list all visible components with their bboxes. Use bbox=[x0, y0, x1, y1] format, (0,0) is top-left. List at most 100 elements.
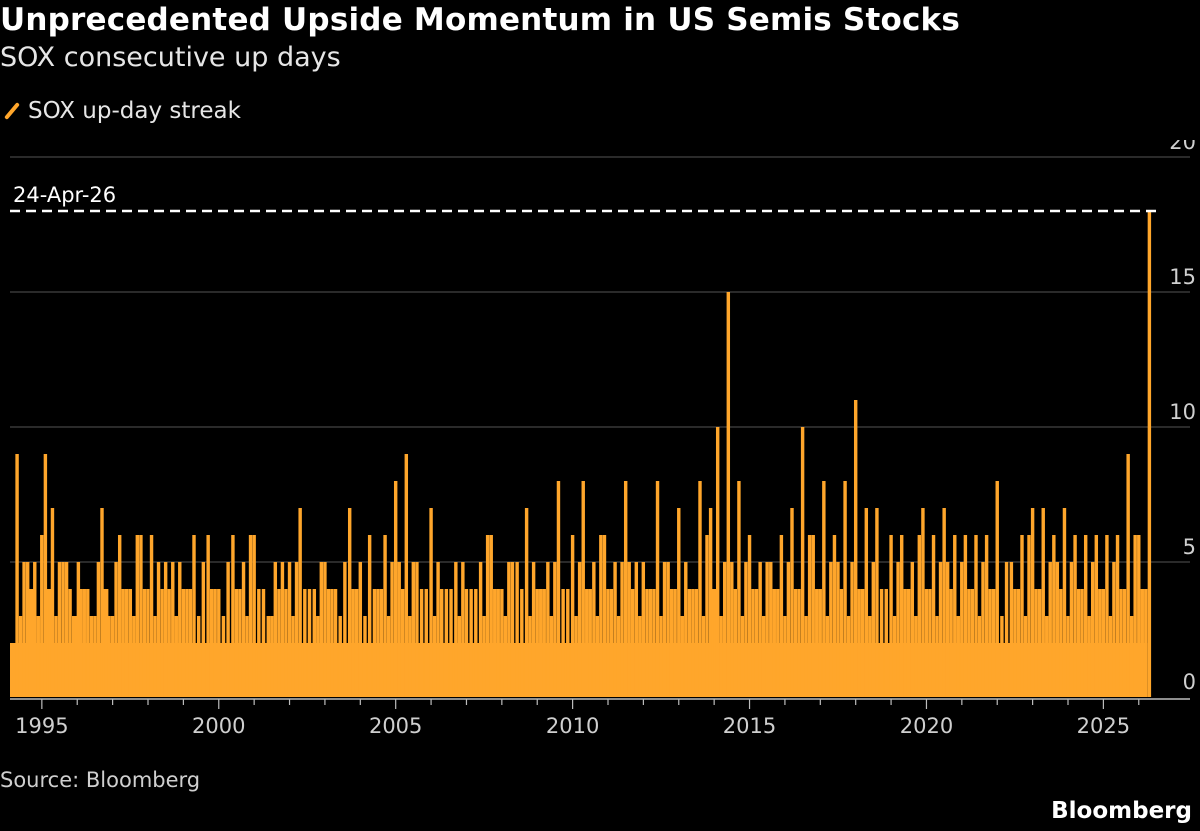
data-bar bbox=[790, 508, 794, 697]
fill-bar bbox=[744, 562, 748, 697]
data-bar bbox=[1041, 508, 1045, 697]
fill-bar bbox=[711, 589, 715, 697]
fill-bar bbox=[461, 562, 465, 697]
data-bar bbox=[43, 454, 48, 697]
data-bar bbox=[372, 589, 377, 697]
fill-bar bbox=[713, 589, 717, 697]
fill-bar bbox=[722, 562, 727, 697]
data-bar bbox=[33, 562, 37, 697]
fill-bar bbox=[669, 589, 674, 697]
data-bar bbox=[1052, 535, 1056, 697]
fill-bar bbox=[938, 562, 943, 697]
fill-bar bbox=[178, 562, 182, 697]
fill-bar bbox=[411, 562, 416, 697]
fill-bar bbox=[238, 589, 242, 697]
data-bar bbox=[974, 535, 978, 697]
fill-bar bbox=[701, 616, 706, 697]
fill-bar bbox=[153, 616, 157, 697]
legend-swatch-icon bbox=[4, 102, 20, 120]
data-bar bbox=[160, 589, 164, 697]
fill-bar bbox=[960, 562, 964, 697]
fill-bar bbox=[879, 589, 884, 697]
data-bar bbox=[875, 508, 879, 697]
data-bar bbox=[556, 481, 561, 697]
fill-bar bbox=[367, 535, 372, 697]
data-bar bbox=[149, 535, 154, 697]
fill-bar bbox=[1140, 589, 1144, 697]
fill-bar bbox=[860, 589, 865, 697]
fill-bar bbox=[585, 589, 589, 697]
data-bar bbox=[192, 535, 196, 697]
fill-bar bbox=[188, 589, 193, 697]
fill-bar bbox=[18, 616, 23, 697]
data-bar bbox=[1094, 535, 1099, 697]
data-bar bbox=[995, 481, 999, 697]
fill-bar bbox=[376, 589, 380, 697]
fill-bar bbox=[245, 616, 249, 697]
fill-bar bbox=[354, 589, 359, 697]
fill-bar bbox=[1112, 562, 1116, 697]
fill-bar bbox=[733, 589, 738, 697]
data-bar bbox=[15, 454, 19, 697]
fill-bar bbox=[673, 589, 677, 697]
brand-logo: Bloomberg bbox=[1051, 798, 1192, 824]
fill-bar bbox=[1144, 589, 1148, 697]
data-bar bbox=[415, 562, 419, 697]
data-bar bbox=[963, 535, 968, 697]
fill-bar bbox=[196, 616, 201, 697]
data-bar bbox=[404, 454, 409, 697]
fill-bar bbox=[1059, 589, 1063, 697]
fill-bar bbox=[386, 616, 391, 697]
fill-bar bbox=[719, 616, 723, 697]
data-bar bbox=[252, 535, 256, 697]
x-tick-label: 2020 bbox=[900, 714, 953, 738]
data-bar bbox=[1137, 535, 1141, 697]
data-bar bbox=[287, 562, 292, 697]
fill-bar bbox=[408, 616, 412, 697]
fill-bar bbox=[606, 589, 610, 697]
fill-bar bbox=[36, 616, 40, 697]
chart-subtitle: SOX consecutive up days bbox=[0, 42, 341, 73]
fill-bar bbox=[1048, 562, 1052, 697]
fill-bar bbox=[595, 616, 600, 697]
data-bar bbox=[602, 535, 607, 697]
fill-bar bbox=[868, 616, 872, 697]
data-bar bbox=[931, 535, 936, 697]
fill-bar bbox=[46, 589, 50, 697]
fill-bar bbox=[1069, 562, 1074, 697]
data-bar bbox=[769, 562, 773, 697]
data-bar bbox=[677, 508, 681, 697]
fill-bar bbox=[981, 562, 985, 697]
data-bar bbox=[1030, 508, 1035, 697]
data-bar bbox=[464, 589, 469, 697]
fill-bar bbox=[577, 562, 582, 697]
data-bar bbox=[358, 562, 363, 697]
fill-bar bbox=[294, 562, 299, 697]
data-bar bbox=[79, 589, 83, 697]
fill-bar bbox=[549, 616, 554, 697]
x-tick-label: 2010 bbox=[546, 714, 599, 738]
fill-bar bbox=[609, 589, 614, 697]
fill-bar bbox=[436, 562, 440, 697]
fill-bar bbox=[142, 589, 147, 697]
data-bar bbox=[61, 562, 65, 697]
fill-bar bbox=[588, 589, 592, 697]
data-bar bbox=[1115, 535, 1120, 697]
fill-bar bbox=[379, 589, 384, 697]
fill-bar bbox=[397, 562, 401, 697]
fill-bar bbox=[566, 589, 570, 697]
data-bar bbox=[107, 616, 111, 697]
fill-bar bbox=[110, 616, 115, 697]
legend-label: SOX up-day streak bbox=[28, 98, 241, 124]
fill-bar bbox=[156, 562, 161, 697]
fill-bar bbox=[892, 616, 897, 697]
x-tick-label: 2015 bbox=[723, 714, 776, 738]
y-tick-label: 10 bbox=[1169, 400, 1196, 424]
fill-bar bbox=[1045, 616, 1049, 697]
fill-bar bbox=[496, 589, 500, 697]
fill-bar bbox=[630, 589, 635, 697]
fill-bar bbox=[542, 589, 546, 697]
fill-bar bbox=[818, 589, 822, 697]
data-bar bbox=[864, 508, 869, 697]
fill-bar bbox=[680, 616, 684, 697]
